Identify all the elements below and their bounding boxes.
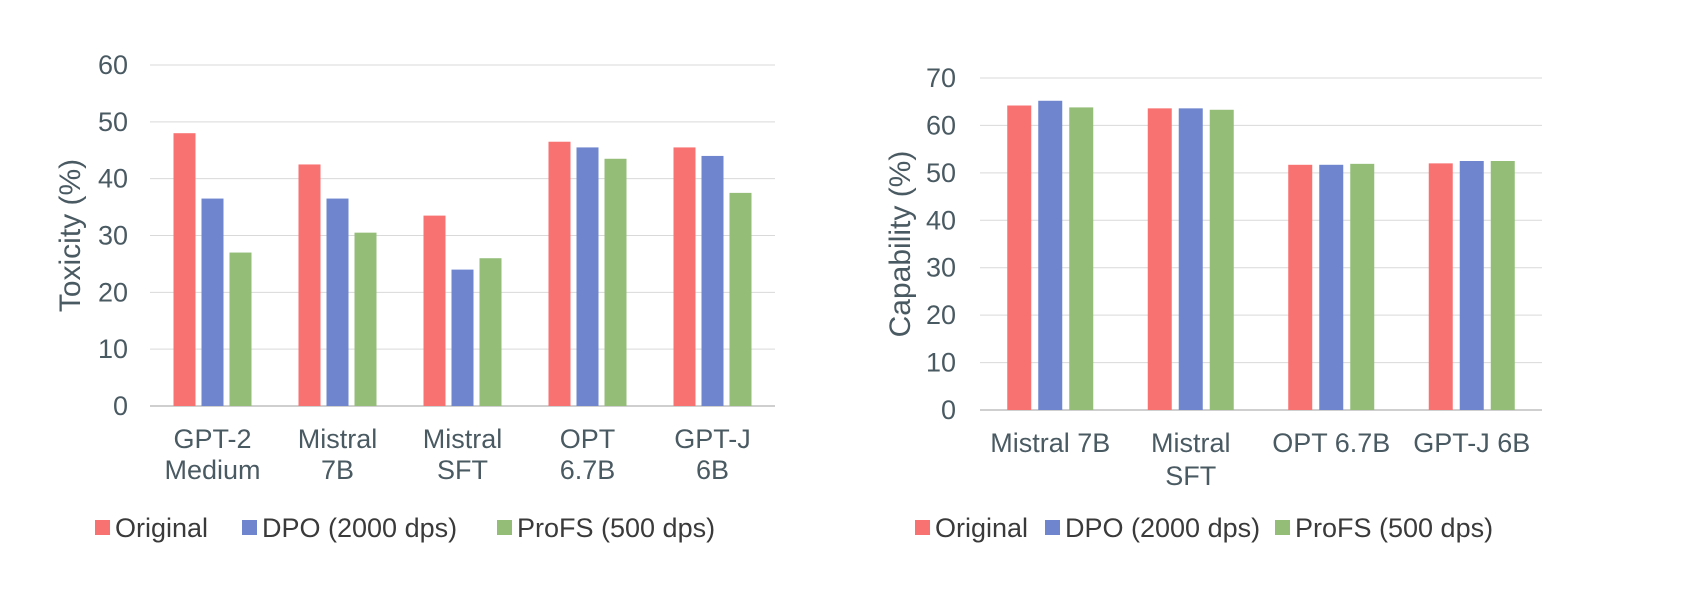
x-tick-label: GPT-J 6B <box>1413 428 1530 458</box>
bar-dpo <box>326 198 349 406</box>
x-tick-label: 6.7B <box>560 455 616 485</box>
legend-label: ProFS (500 dps) <box>1295 513 1493 543</box>
legend-swatch <box>915 520 930 535</box>
y-tick-label: 50 <box>926 158 956 188</box>
legend-label: Original <box>115 513 208 543</box>
bar-profs <box>604 158 627 406</box>
y-axis-title: Capability (%) <box>884 151 917 338</box>
bar-profs <box>1209 109 1234 410</box>
bar-original <box>1147 108 1172 411</box>
bar-profs <box>479 258 502 406</box>
x-tick-label: GPT-2 <box>173 424 251 454</box>
bar-profs <box>1490 161 1515 410</box>
bar-dpo <box>1459 161 1484 410</box>
x-tick-label: Mistral <box>423 424 503 454</box>
bar-profs <box>229 252 252 406</box>
bar-dpo <box>1178 108 1203 411</box>
y-tick-label: 70 <box>926 63 956 93</box>
legend-swatch <box>1045 520 1060 535</box>
legend-swatch <box>1275 520 1290 535</box>
y-tick-label: 60 <box>926 110 956 140</box>
y-tick-label: 30 <box>98 221 128 251</box>
x-tick-label: 6B <box>696 455 729 485</box>
bar-dpo <box>1319 164 1344 410</box>
bar-original <box>1428 163 1453 410</box>
capability-chart: 0 10 20 30 40 50 60 70 Capability (%) Mistral 7B M… <box>884 63 1542 543</box>
y-tick-label: 40 <box>926 205 956 235</box>
y-axis-title: Toxicity (%) <box>54 159 87 312</box>
x-tick-label: Mistral 7B <box>990 428 1110 458</box>
legend-swatch <box>497 520 512 535</box>
x-tick-label: Medium <box>164 455 260 485</box>
bar-original <box>673 147 696 407</box>
bar-profs <box>354 232 377 406</box>
x-tick-label: OPT 6.7B <box>1272 428 1390 458</box>
bar-original <box>548 141 571 406</box>
y-tick-label: 0 <box>113 391 128 421</box>
bar-dpo <box>451 269 474 406</box>
bar-dpo <box>1038 100 1063 410</box>
bar-dpo <box>576 147 599 407</box>
bar-profs <box>1069 107 1094 411</box>
x-tick-label: Mistral <box>298 424 378 454</box>
y-tick-label: 20 <box>98 277 128 307</box>
x-tick-label: GPT-J <box>674 424 751 454</box>
x-tick-label: 7B <box>321 455 354 485</box>
bar-dpo <box>201 198 224 406</box>
y-tick-label: 30 <box>926 253 956 283</box>
bar-profs <box>1350 163 1375 410</box>
bar-original <box>298 164 321 406</box>
y-tick-label: 60 <box>98 50 128 80</box>
x-tick-label: SFT <box>1165 461 1216 491</box>
x-tick-label: OPT <box>560 424 616 454</box>
bar-original <box>423 215 446 406</box>
x-tick-label: Mistral <box>1151 428 1231 458</box>
bar-original <box>1288 164 1313 410</box>
y-tick-label: 10 <box>926 348 956 378</box>
legend-label: DPO (2000 dps) <box>1065 513 1260 543</box>
y-tick-label: 50 <box>98 107 128 137</box>
bar-original <box>173 133 196 406</box>
y-tick-label: 20 <box>926 300 956 330</box>
y-tick-label: 0 <box>941 395 956 425</box>
y-tick-label: 10 <box>98 334 128 364</box>
y-tick-label: 40 <box>98 164 128 194</box>
legend-label: DPO (2000 dps) <box>262 513 457 543</box>
bar-dpo <box>701 155 724 406</box>
legend-swatch <box>95 520 110 535</box>
bar-original <box>1007 105 1032 410</box>
legend-label: Original <box>935 513 1028 543</box>
legend-swatch <box>242 520 257 535</box>
x-tick-label: SFT <box>437 455 488 485</box>
bar-profs <box>729 192 752 406</box>
legend-label: ProFS (500 dps) <box>517 513 715 543</box>
